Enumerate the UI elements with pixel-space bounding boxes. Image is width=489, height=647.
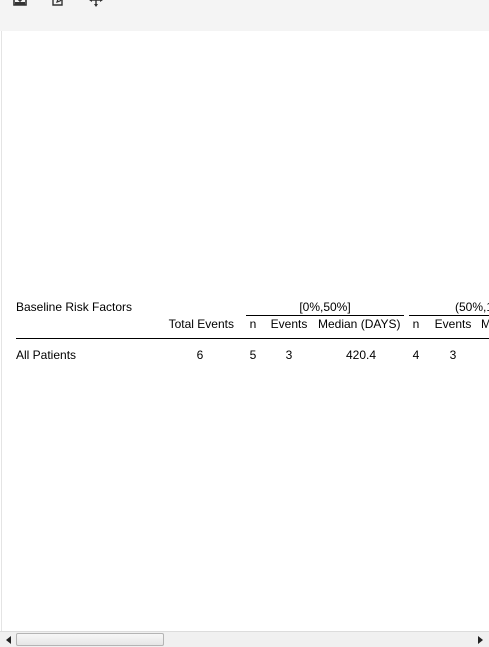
edit-icon[interactable] (50, 0, 66, 8)
group2-events-cell: 3 (449, 348, 457, 362)
group1-median-cell: 420.4 (345, 348, 377, 362)
row-header-label: Baseline Risk Factors (16, 300, 133, 314)
group2-label: (50%,1 (455, 300, 489, 314)
group1-events-header: Events (270, 317, 308, 331)
row-label: All Patients (16, 348, 77, 362)
group2-n-cell: 4 (412, 348, 420, 362)
group2-events-header: Events (434, 317, 472, 331)
group1-underline (246, 315, 404, 316)
move-icon[interactable] (88, 0, 104, 8)
horizontal-scrollbar[interactable] (0, 631, 489, 647)
scrollbar-thumb[interactable] (16, 633, 164, 646)
scroll-right-icon[interactable] (473, 633, 487, 647)
total-events-cell: 6 (196, 348, 204, 362)
download-icon[interactable] (12, 0, 28, 8)
total-events-header: Total Events (168, 317, 234, 331)
scroll-left-icon[interactable] (2, 633, 16, 647)
group1-median-header: Median (DAYS) (318, 317, 401, 331)
group1-n-header: n (249, 317, 257, 331)
group2-median-header: M (481, 317, 489, 331)
group1-events-cell: 3 (285, 348, 293, 362)
group2-underline (409, 315, 489, 316)
group1-n-cell: 5 (249, 348, 257, 362)
header-rule (16, 338, 489, 339)
toolbar (0, 0, 489, 31)
group1-label: [0%,50%] (299, 300, 351, 314)
group2-n-header: n (412, 317, 420, 331)
report-canvas: Baseline Risk Factors [0%,50%] (50%,1 To… (1, 31, 489, 631)
